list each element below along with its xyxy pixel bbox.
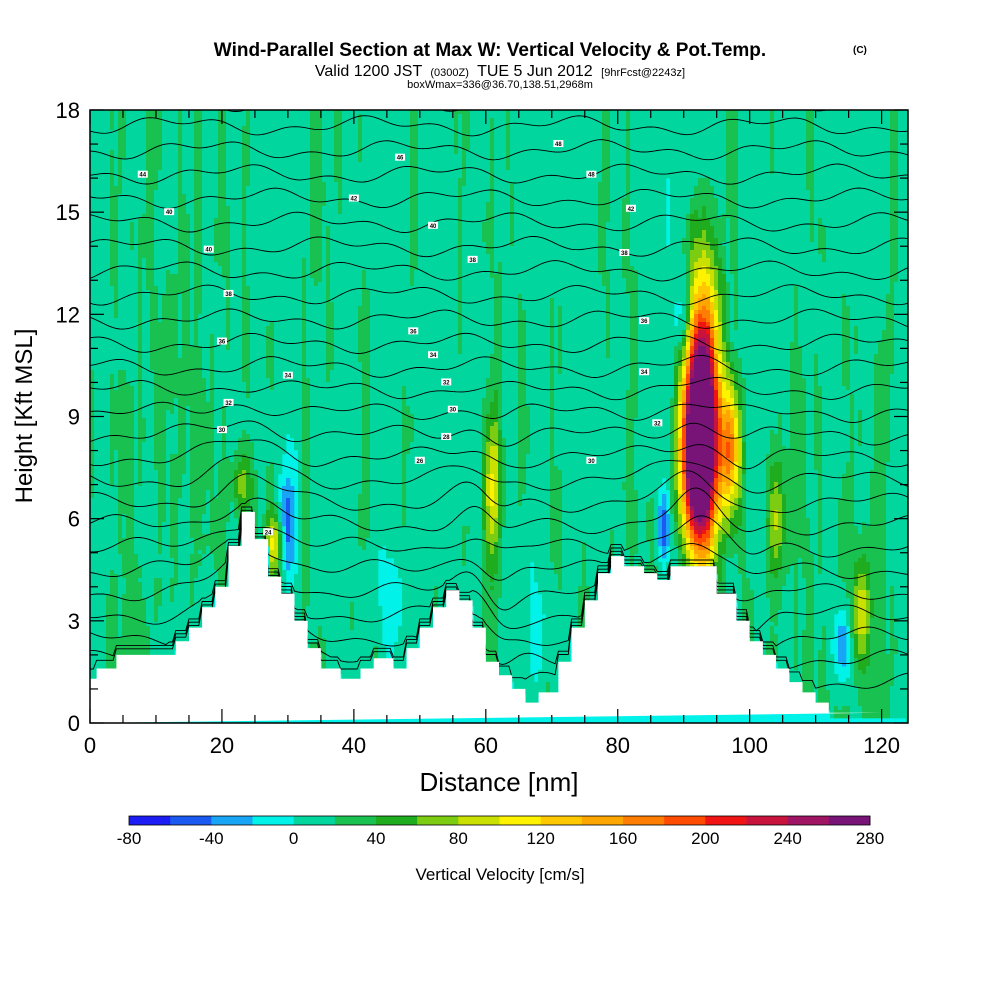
colorbar-swatch-3	[253, 816, 295, 825]
x-tick-label-120: 120	[863, 733, 900, 758]
colorbar-tick-label-80: 80	[449, 829, 468, 848]
x-tick-label-20: 20	[210, 733, 234, 758]
valid-line: Valid 1200 JST (0300Z) TUE 5 Jun 2012 [9…	[315, 63, 685, 80]
contour-label-1: 40	[166, 210, 173, 216]
x-tick-label-100: 100	[731, 733, 768, 758]
theta-contour-350	[90, 91, 908, 111]
contour-label-5: 34	[285, 374, 292, 380]
contour-label-4: 36	[219, 340, 226, 346]
x-tick-label-60: 60	[474, 733, 498, 758]
x-tick-label-40: 40	[342, 733, 366, 758]
colorbar: -80 -40 0 40 80 120 160 200 240 280	[117, 816, 884, 848]
contour-label-3: 38	[225, 292, 232, 298]
contour-label-22: 38	[621, 251, 628, 257]
contour-label-17: 28	[443, 435, 450, 441]
colorbar-swatch-6	[376, 816, 418, 825]
x-axis-title: Distance [nm]	[420, 767, 579, 797]
colorbar-swatch-16	[788, 816, 830, 825]
colorbar-swatch-2	[211, 816, 253, 825]
y-tick-label-6: 6	[68, 507, 80, 532]
colorbar-swatch-17	[829, 816, 871, 825]
contour-label-0: 44	[139, 173, 146, 179]
y-axis-title: Height [Kft MSL]	[11, 329, 38, 504]
colorbar-swatch-0	[129, 816, 171, 825]
colorbar-swatch-5	[335, 816, 377, 825]
wmax-info: boxWmax=336@36.70,138.51,2968m	[407, 79, 593, 91]
colorbar-swatch-1	[170, 816, 212, 825]
forecast-info: [9hrFcst@2243z]	[601, 67, 685, 79]
title-mark: (C)	[853, 45, 867, 56]
colorbar-tick-label--40: -40	[199, 829, 224, 848]
colorbar-swatch-9	[500, 816, 542, 825]
colorbar-swatch-4	[294, 816, 336, 825]
x-tick-label-0: 0	[84, 733, 96, 758]
colorbar-tick-label-160: 160	[609, 829, 637, 848]
colorbar-swatch-15	[747, 816, 789, 825]
contour-label-14: 34	[430, 353, 437, 359]
colorbar-swatch-8	[458, 816, 500, 825]
contour-label-10: 46	[397, 156, 404, 162]
contour-label-16: 30	[449, 408, 456, 414]
x-tick-label-80: 80	[605, 733, 629, 758]
contour-label-25: 32	[654, 421, 661, 427]
colorbar-tick-label-0: 0	[289, 829, 298, 848]
y-tick-label-18: 18	[56, 98, 80, 123]
contour-label-18: 26	[416, 459, 423, 465]
contour-label-15: 32	[443, 380, 450, 386]
valid-prefix: Valid 1200 JST	[315, 63, 423, 80]
colorbar-swatch-7	[417, 816, 459, 825]
colorbar-label: Vertical Velocity [cm/s]	[415, 865, 584, 884]
colorbar-swatch-13	[664, 816, 706, 825]
contour-label-9: 42	[351, 197, 358, 203]
colorbar-tick-label-200: 200	[691, 829, 719, 848]
valid-utc: (0300Z)	[430, 67, 469, 79]
y-tick-label-9: 9	[68, 405, 80, 430]
contour-label-23: 36	[641, 319, 648, 325]
contour-label-13: 36	[410, 329, 417, 335]
contour-label-2: 40	[205, 248, 212, 254]
contour-label-8: 24	[265, 530, 272, 536]
contour-label-12: 38	[469, 258, 476, 264]
colorbar-swatch-11	[582, 816, 624, 825]
colorbar-tick-label-120: 120	[526, 829, 554, 848]
colorbar-swatch-12	[623, 816, 665, 825]
chart: Wind-Parallel Section at Max W: Vertical…	[0, 0, 1000, 1000]
contour-label-19: 48	[555, 142, 562, 148]
colorbar-tick-label--80: -80	[117, 829, 142, 848]
colorbar-tick-label-240: 240	[773, 829, 801, 848]
y-tick-label-12: 12	[56, 302, 80, 327]
y-tick-label-0: 0	[68, 711, 80, 736]
contour-label-6: 32	[225, 401, 232, 407]
contour-label-7: 30	[219, 428, 226, 434]
contour-label-20: 48	[588, 173, 595, 179]
y-tick-label-15: 15	[56, 200, 80, 225]
colorbar-swatch-10	[541, 816, 583, 825]
contour-label-26: 30	[588, 459, 595, 465]
valid-date: TUE 5 Jun 2012	[477, 63, 593, 80]
contour-label-21: 42	[628, 207, 635, 213]
chart-title: Wind-Parallel Section at Max W: Vertical…	[214, 40, 766, 61]
colorbar-swatch-14	[705, 816, 747, 825]
contour-label-24: 34	[641, 370, 648, 376]
colorbar-tick-label-280: 280	[856, 829, 884, 848]
y-tick-label-3: 3	[68, 609, 80, 634]
contour-label-11: 40	[430, 224, 437, 230]
colorbar-tick-label-40: 40	[367, 829, 386, 848]
